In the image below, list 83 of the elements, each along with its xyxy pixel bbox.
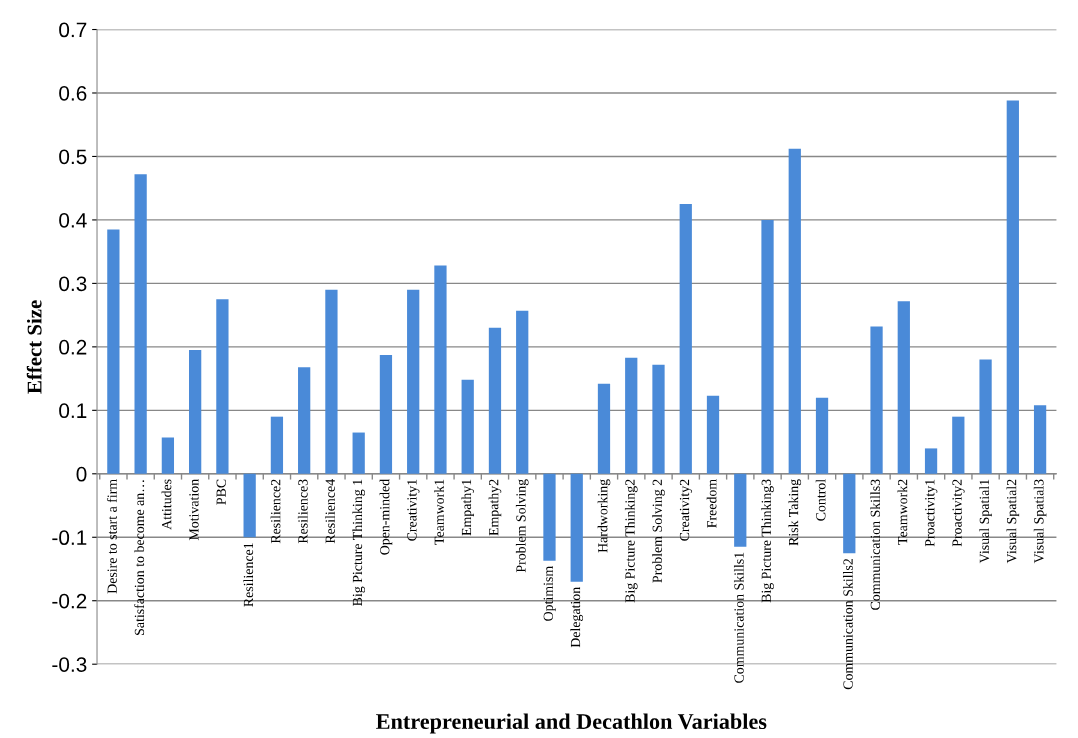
bar (870, 326, 883, 474)
y-tick-label: 0.4 (59, 212, 87, 228)
y-tick-label: 0.3 (59, 276, 87, 292)
x-tick-label: PBC (216, 479, 226, 505)
bar (625, 357, 638, 474)
x-tick-label: Proactivity2 (952, 479, 965, 547)
x-tick-label: Communication Skills3 (870, 479, 881, 610)
bar (516, 310, 529, 474)
bar (434, 265, 447, 474)
x-tick-label: Delegation (570, 586, 584, 648)
bar (652, 364, 665, 474)
x-tick-label: Resilience2 (270, 479, 281, 544)
bar (161, 437, 175, 474)
bar (679, 204, 692, 474)
x-tick-label: Resilience3 (297, 479, 308, 544)
y-tick-label: 0.2 (59, 339, 87, 355)
bar (788, 148, 801, 474)
y-tick-label: -0.2 (52, 593, 87, 609)
x-tick-label: Visual Spatial3 (1033, 479, 1047, 564)
x-tick-label: Resilience1 (243, 543, 254, 607)
bar (570, 473, 583, 582)
bar (1033, 405, 1047, 474)
x-tick-label: Communication Skills2 (842, 558, 853, 690)
bar (407, 289, 420, 474)
bar (979, 359, 992, 474)
x-tick-label: Visual Spatial1 (979, 479, 992, 564)
x-tick-label: Empathy2 (488, 479, 502, 536)
bar (298, 367, 311, 474)
x-tick-label: Creativity2 (679, 479, 693, 541)
x-tick-label: Attitudes (161, 479, 172, 530)
x-tick-label: Desire to start a firm (106, 479, 117, 594)
y-tick-label: 0.7 (59, 22, 87, 38)
x-tick-label: Hardworking (597, 479, 611, 553)
x-tick-label: Communication Skills1 (733, 552, 744, 683)
bar (134, 174, 147, 474)
x-tick-label: Optimism (543, 566, 556, 621)
bar (706, 395, 720, 474)
y-axis-title: Effect Size (26, 300, 42, 394)
bar (924, 448, 938, 474)
x-tick-label: Problem Solving 2 (652, 479, 665, 583)
y-tick-label: -0.3 (52, 657, 87, 672)
x-tick-label: Motivation (189, 479, 199, 541)
bar (952, 416, 965, 474)
x-tick-label: Visual Spatial2 (1006, 479, 1020, 564)
bar (270, 416, 284, 474)
x-tick-label: Big Picture Thinking3 (761, 479, 774, 603)
bar (107, 229, 120, 474)
bar (461, 379, 474, 474)
bar (815, 397, 829, 474)
x-tick-label: Risk Taking (788, 479, 802, 546)
bar (897, 301, 910, 474)
y-tick-label: 0.6 (59, 85, 87, 101)
x-tick-label: Proactivity1 (925, 479, 938, 547)
x-tick-label: Freedom (706, 479, 717, 528)
x-tick-label: Problem Solving (515, 479, 529, 573)
bar (216, 299, 229, 474)
x-tick-label: Big Picture Thinking2 (624, 479, 638, 603)
bar (243, 473, 256, 538)
x-tick-label: Big Picture Thinking 1 (352, 479, 365, 606)
y-tick-label: 0 (76, 466, 87, 482)
x-tick-label: Teamwork2 (897, 479, 908, 545)
bar (189, 350, 202, 474)
y-tick-label: 0.5 (59, 149, 87, 165)
bar (488, 327, 502, 474)
x-tick-label: Creativity1 (407, 479, 420, 541)
bar (379, 355, 393, 474)
bar (843, 473, 856, 554)
x-tick-label: Satisfaction to become an… (134, 480, 145, 635)
x-tick-label: Empathy1 (461, 479, 475, 536)
bar (543, 473, 556, 561)
y-tick-label: -0.1 (52, 530, 87, 546)
bar (352, 432, 365, 474)
x-tick-label: Resilience4 (325, 479, 335, 544)
x-tick-label: Open-minded (379, 479, 393, 555)
bar (1006, 100, 1019, 474)
x-tick-label: Teamwork1 (434, 479, 444, 545)
bar (597, 383, 611, 474)
x-axis-title: Entrepreneurial and Decathlon Variables (376, 713, 767, 734)
y-tick-label: 0.1 (59, 403, 87, 419)
x-tick-label: Control (815, 479, 826, 521)
bar (761, 219, 774, 474)
bar (734, 473, 747, 547)
bar (325, 289, 338, 474)
